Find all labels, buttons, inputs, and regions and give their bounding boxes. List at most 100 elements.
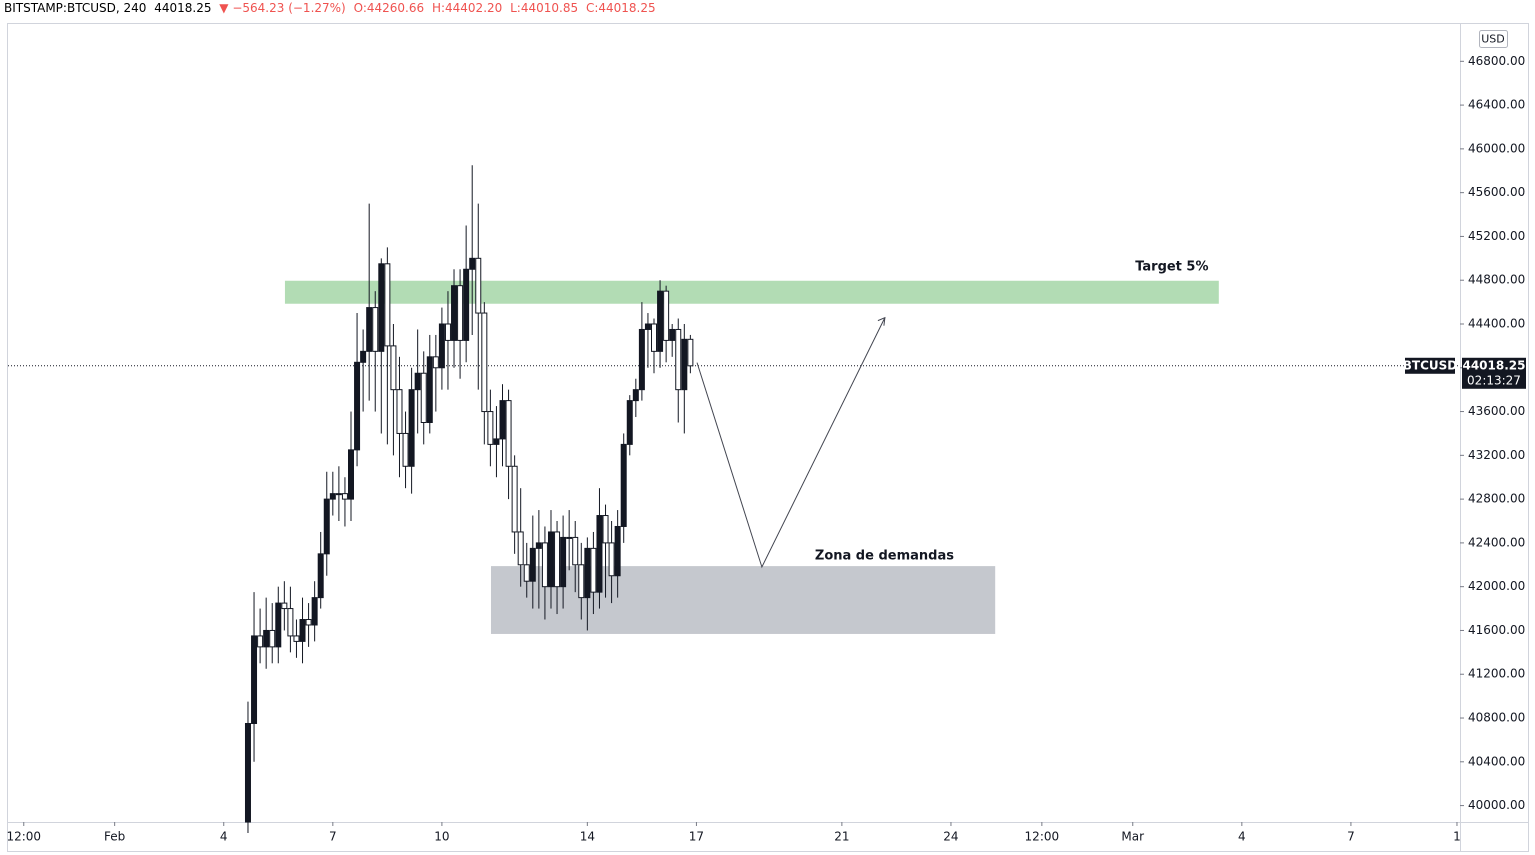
x-tick-label: 12:00 — [6, 830, 41, 844]
candle-body — [487, 411, 494, 445]
candle-body — [384, 263, 391, 347]
x-tick-label: 21 — [834, 830, 849, 844]
x-tick-label: 14 — [580, 830, 595, 844]
x-tick-label: 4 — [220, 830, 228, 844]
candle-body — [505, 400, 512, 467]
candle-body — [293, 635, 300, 642]
y-tick-label: 44400.00 — [1468, 316, 1525, 330]
candle-body — [372, 307, 379, 352]
candle-body — [493, 438, 500, 445]
price-box — [1462, 357, 1526, 389]
candle-body — [402, 432, 409, 467]
candle-body — [299, 619, 306, 642]
candle-body — [469, 257, 476, 270]
candle-body — [451, 285, 458, 341]
x-tick-label: 4 — [1238, 830, 1246, 844]
candle-body — [444, 323, 451, 341]
candle-body — [378, 263, 385, 352]
candle-body — [632, 389, 639, 402]
candle-body — [608, 542, 615, 577]
candle-body — [560, 536, 567, 588]
candle-body — [669, 328, 676, 341]
candle-body — [529, 547, 536, 582]
candle-body — [366, 307, 373, 352]
y-tick-label: 42400.00 — [1468, 535, 1525, 549]
y-tick-label: 42000.00 — [1468, 579, 1525, 593]
candle-body — [687, 338, 694, 367]
candle-body — [614, 525, 621, 577]
y-tick-label: 46000.00 — [1468, 141, 1525, 155]
candle-body — [420, 372, 427, 424]
x-tick-label: 7 — [329, 830, 337, 844]
candle-body — [602, 515, 609, 544]
projection-arrow — [696, 317, 886, 569]
candle-body — [547, 531, 554, 588]
low: L:44010.85 — [510, 1, 579, 15]
candle-body — [566, 536, 573, 539]
candle-body — [244, 722, 251, 823]
candle-body — [596, 515, 603, 593]
y-tick-label: 45200.00 — [1468, 229, 1525, 243]
currency-box[interactable] — [1479, 30, 1508, 48]
candle-body — [281, 602, 288, 610]
price-label: 44018.25 — [1462, 358, 1525, 372]
x-tick-label: 10 — [434, 830, 449, 844]
candle-body — [335, 493, 342, 496]
candle-body — [626, 400, 633, 445]
frame — [7, 23, 1529, 852]
x-tick-label: 1 — [1453, 830, 1461, 844]
candle-body — [438, 323, 445, 369]
y-tick-label: 40400.00 — [1468, 754, 1525, 768]
change: ▼ −564.23 (−1.27%) — [219, 1, 346, 15]
y-tick-label: 43200.00 — [1468, 448, 1525, 462]
candle-body — [584, 547, 591, 599]
countdown: 02:13:27 — [1467, 373, 1521, 387]
candle-body — [481, 312, 488, 413]
candle-body — [572, 536, 579, 566]
y-tick-label: 46400.00 — [1468, 98, 1525, 112]
symbol: BITSTAMP:BTCUSD, 240 — [4, 1, 147, 15]
y-tick-label: 46800.00 — [1468, 54, 1525, 68]
y-tick-label: 43600.00 — [1468, 404, 1525, 418]
x-tick-label: 24 — [943, 830, 958, 844]
y-tick-label: 40000.00 — [1468, 798, 1525, 812]
candle-body — [578, 564, 585, 599]
candle-body — [408, 389, 415, 467]
candle-body — [651, 323, 658, 352]
candle-body — [638, 328, 645, 391]
y-tick-label: 40800.00 — [1468, 711, 1525, 725]
candle-body — [414, 372, 421, 391]
currency: USD — [1481, 33, 1505, 46]
open: O:44260.66 — [353, 1, 425, 15]
candle-body — [590, 547, 597, 593]
ticker-label: BTCUSD — [1403, 358, 1458, 372]
demand-zone — [490, 566, 996, 634]
candle-body — [663, 290, 670, 341]
candle-body — [396, 389, 403, 434]
arrow-head — [877, 316, 886, 326]
candle-body — [311, 597, 318, 626]
candle-body — [305, 619, 312, 626]
x-tick-label: Feb — [104, 830, 125, 844]
close: C:44018.25 — [585, 1, 656, 15]
y-tick-label: 42800.00 — [1468, 492, 1525, 506]
ticker-box — [1405, 357, 1455, 374]
candle-body — [432, 356, 439, 369]
candle-body — [511, 465, 518, 533]
x-tick-label: Mar — [1121, 830, 1144, 844]
candle-body — [475, 257, 482, 314]
x-tick-label: 12:00 — [1025, 830, 1060, 844]
annotation: Zona de demandas — [815, 549, 954, 564]
candle-body — [541, 542, 548, 588]
candle-body — [554, 531, 561, 588]
candle-body — [523, 564, 530, 582]
candle-body — [269, 629, 276, 648]
target-zone — [284, 280, 1219, 304]
candle-body — [535, 542, 542, 549]
candle-body — [287, 608, 294, 637]
annotation: Target 5% — [1135, 259, 1208, 274]
candle-body — [457, 285, 464, 341]
candle-body — [263, 629, 270, 648]
